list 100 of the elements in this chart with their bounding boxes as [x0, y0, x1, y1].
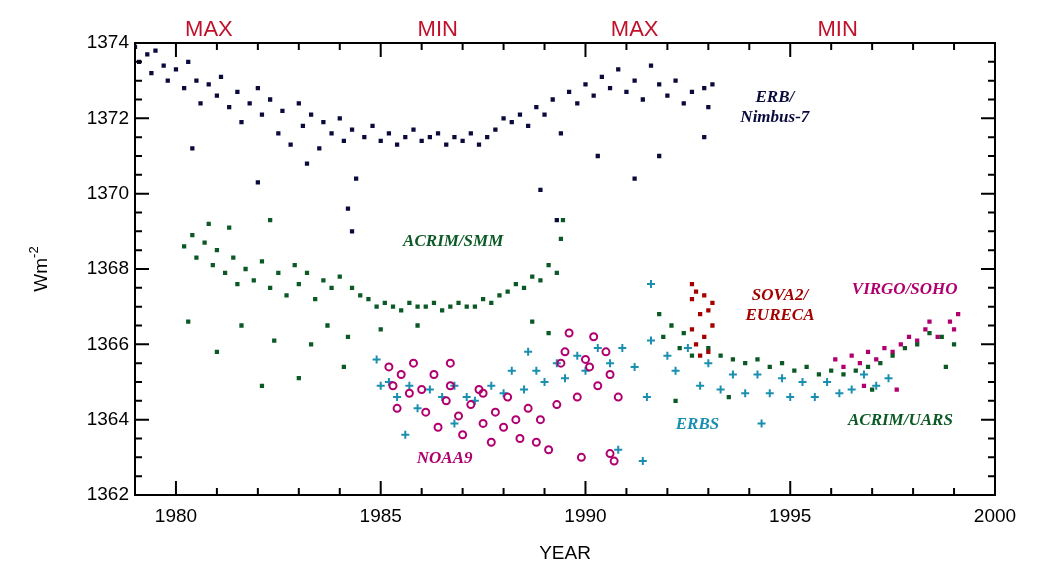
point	[408, 358, 418, 368]
point	[445, 381, 455, 391]
point	[882, 345, 887, 351]
x-tick-label: 1990	[564, 504, 607, 526]
point	[698, 353, 703, 358]
point	[947, 319, 953, 324]
point	[677, 345, 682, 351]
y-tick-label: 1364	[86, 407, 130, 429]
y-tick-label: 1368	[86, 257, 129, 279]
point	[779, 361, 785, 366]
point	[693, 342, 699, 347]
point	[490, 407, 500, 417]
series-label: NOAA9	[415, 448, 473, 468]
point	[861, 383, 867, 388]
point	[702, 334, 707, 339]
point	[531, 437, 541, 447]
point	[935, 334, 940, 339]
point	[605, 369, 615, 379]
point	[478, 418, 488, 428]
y-axis-title: Wm-2	[25, 246, 52, 292]
point	[681, 330, 686, 336]
point	[755, 357, 760, 362]
point	[609, 456, 619, 466]
point	[853, 368, 858, 373]
point	[743, 361, 748, 366]
point	[669, 323, 674, 328]
point	[865, 349, 871, 354]
point	[601, 347, 611, 357]
point	[458, 430, 468, 440]
text: MIN	[417, 16, 458, 42]
point	[849, 353, 854, 358]
point	[841, 372, 846, 377]
series-label: ERBS	[674, 414, 720, 434]
point	[890, 353, 895, 358]
point	[552, 400, 562, 410]
point	[433, 422, 443, 432]
series-label: ACRIM/UARS	[846, 409, 953, 429]
point	[951, 342, 957, 347]
point	[833, 357, 838, 362]
point	[792, 368, 797, 373]
point	[589, 332, 599, 342]
point	[693, 289, 699, 294]
y-tick-label: 1372	[86, 106, 129, 128]
point	[706, 349, 711, 354]
point	[927, 330, 932, 336]
point	[466, 400, 476, 410]
point	[865, 364, 871, 370]
point	[657, 312, 662, 317]
point	[445, 358, 455, 368]
point	[474, 385, 484, 395]
point	[718, 353, 723, 358]
point	[673, 398, 678, 403]
point	[454, 411, 464, 421]
point	[515, 434, 525, 443]
point	[689, 327, 695, 332]
point	[388, 381, 398, 391]
point	[441, 396, 451, 406]
point	[951, 327, 957, 332]
point	[503, 392, 513, 402]
x-axis-title: YEAR	[539, 541, 591, 563]
point	[706, 308, 711, 313]
point	[572, 392, 582, 402]
point	[923, 327, 928, 332]
point	[511, 415, 521, 425]
point	[593, 381, 603, 391]
point	[605, 449, 615, 459]
point	[804, 364, 809, 370]
series-label: SOVA2/ EURECA	[744, 284, 815, 324]
point	[943, 364, 948, 370]
point	[726, 394, 731, 400]
point	[689, 297, 695, 302]
point	[816, 372, 822, 377]
series-label: VIRGO/SOHO	[851, 278, 958, 298]
y-tick-label: 1374	[86, 31, 130, 53]
y-tick-label: 1370	[86, 181, 129, 203]
point	[689, 353, 695, 358]
point	[915, 338, 920, 343]
point	[478, 388, 488, 398]
point	[404, 388, 414, 398]
point	[870, 387, 875, 392]
series-label: ERB/ Nimbus-7	[739, 87, 811, 127]
point	[499, 422, 509, 432]
y-tick-label: 1366	[86, 332, 129, 354]
x-tick-label: 1985	[359, 504, 402, 526]
point	[486, 437, 496, 447]
point	[956, 312, 961, 317]
point	[585, 362, 595, 372]
point	[564, 328, 574, 338]
point	[661, 334, 666, 339]
point	[730, 357, 736, 362]
point	[698, 312, 703, 317]
point	[576, 452, 586, 462]
point	[710, 300, 715, 306]
point	[535, 415, 545, 425]
point	[556, 358, 566, 368]
text: MAX	[185, 16, 234, 42]
point	[702, 293, 707, 298]
point	[878, 361, 883, 366]
point	[857, 361, 862, 366]
point	[706, 345, 711, 351]
